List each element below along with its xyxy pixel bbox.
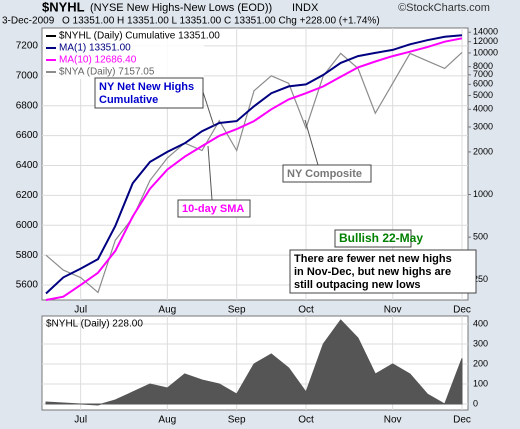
y2-tick-label: 14000: [473, 27, 498, 37]
y-tick-label: 7200: [16, 41, 39, 52]
y-tick-label: 7000: [16, 70, 39, 81]
credit: ©StockCharts.com: [398, 2, 490, 14]
annotation-box: [334, 229, 412, 248]
annotation-arrow: [202, 91, 215, 127]
x-tick-label: Sep: [228, 305, 246, 316]
legend-label: MA(10) 12686.40: [59, 55, 137, 66]
annotation-text: 10-day SMA: [182, 203, 244, 215]
date: 3-Dec-2009: [2, 16, 55, 27]
y2-tick-label: 6000: [473, 79, 493, 89]
y-tick-label: 0: [473, 398, 478, 408]
y2-tick-label: 8000: [473, 61, 493, 71]
legend-label: MA(1) 13351.00: [59, 43, 131, 54]
symbol: $NYHL: [42, 0, 85, 14]
y2-tick-label: 12000: [473, 36, 498, 46]
y-tick-label: 6200: [16, 190, 39, 201]
y-tick-label: 6600: [16, 130, 39, 141]
annotation-text: NY Composite: [287, 168, 362, 180]
y-tick-label: 6000: [16, 220, 39, 231]
y-tick-label: 300: [473, 338, 488, 348]
annotation-arrow: [207, 145, 213, 201]
y2-tick-label: 7000: [473, 69, 493, 79]
legend-title: $NYHL (Daily) Cumulative 13351.00: [59, 31, 220, 42]
y-tick-label: 200: [473, 358, 488, 368]
y2-tick-label: 2000: [473, 146, 493, 156]
legend-box: [44, 29, 204, 79]
legend-label: $NYA (Daily) 7157.05: [59, 67, 155, 78]
x-tick-label: Aug: [158, 305, 176, 316]
annotation-box: [94, 77, 204, 109]
y-tick-label: 100: [473, 378, 488, 388]
annotation-box: [289, 249, 477, 294]
y-tick-label: 6800: [16, 100, 39, 111]
y2-tick-label: 10000: [473, 47, 498, 57]
annotation-text: NY Net New Highs: [99, 81, 194, 93]
y-tick-label: 5800: [16, 250, 39, 261]
x-tick-label: Aug: [158, 415, 176, 426]
annotation-text: in Nov-Dec, but new highs are: [294, 266, 451, 278]
title: (NYSE New Highs-New Lows (EOD)): [90, 2, 272, 14]
annotation-text: still outpacing new lows: [294, 279, 421, 291]
x-tick-label: Jul: [74, 415, 87, 426]
x-tick-label: Jul: [74, 305, 87, 316]
y2-tick-label: 250: [473, 274, 488, 284]
x-tick-label: Dec: [453, 415, 471, 426]
x-tick-label: Oct: [298, 305, 314, 316]
exchange: INDX: [292, 2, 319, 14]
y-tick-label: 6400: [16, 160, 39, 171]
x-tick-label: Nov: [384, 415, 402, 426]
annotation-text: Cumulative: [99, 94, 158, 106]
x-tick-label: Dec: [453, 305, 471, 316]
series-line: [45, 51, 463, 294]
annotation-box: [282, 164, 372, 183]
x-tick-label: Sep: [228, 415, 246, 426]
annotation-text: Bullish 22-May: [339, 231, 423, 245]
y2-tick-label: 3000: [473, 121, 493, 131]
x-tick-label: Nov: [384, 305, 402, 316]
annotation-arrow: [304, 119, 319, 166]
y2-tick-label: 1000: [473, 189, 493, 199]
area: [45, 319, 463, 406]
y2-tick-label: 500: [473, 232, 488, 242]
y-tick-label: 5600: [16, 280, 39, 291]
annotation-box: [177, 199, 251, 218]
quote: O 13351.00 H 13351.00 L 13351.00 C 13351…: [62, 16, 380, 27]
series-line: [45, 34, 463, 295]
x-tick-label: Oct: [298, 415, 314, 426]
y2-tick-label: 5000: [473, 90, 493, 100]
series-line: [45, 37, 463, 301]
y-tick-label: 400: [473, 318, 488, 328]
annotation-text: There are fewer net new highs: [294, 253, 452, 265]
panel-title: $NYHL (Daily) 228.00: [46, 319, 143, 330]
y2-tick-label: 4000: [473, 104, 493, 114]
